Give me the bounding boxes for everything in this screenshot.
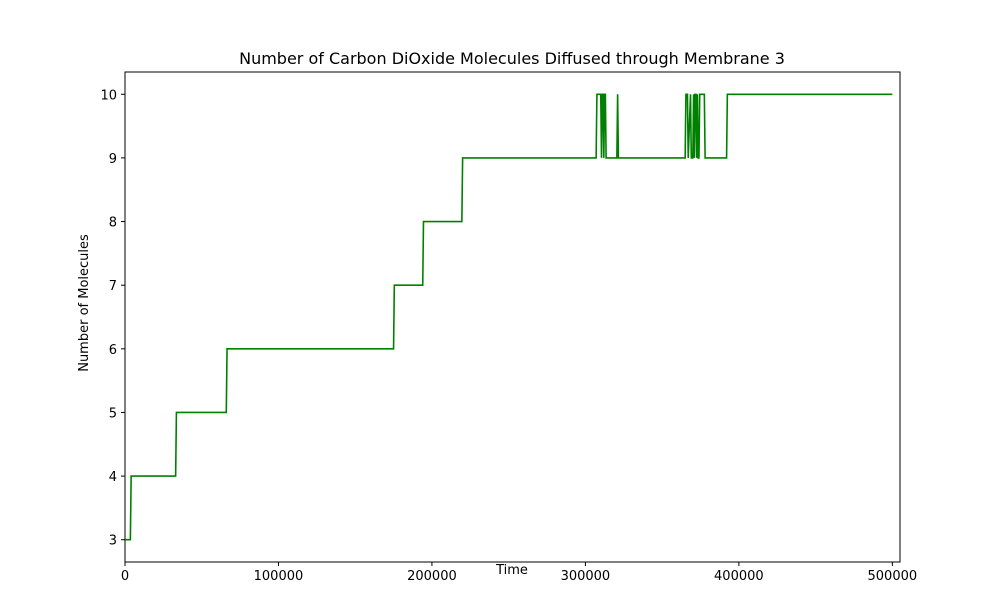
x-tick-label: 0	[121, 569, 129, 584]
series-line-0	[125, 93, 893, 541]
y-tick-label: 4	[109, 470, 117, 485]
chart-title: Number of Carbon DiOxide Molecules Diffu…	[239, 49, 785, 68]
x-tick-label: 500000	[868, 569, 918, 584]
x-tick-label: 300000	[561, 569, 611, 584]
y-tick-label: 3	[109, 534, 117, 549]
y-tick-label: 5	[109, 406, 117, 421]
x-axis: 0 100000 200000 300000 400000 500000	[121, 562, 917, 584]
x-tick-label: 100000	[254, 569, 304, 584]
plot-area	[124, 71, 901, 563]
y-axis-label: Number of Molecules	[77, 234, 92, 372]
x-axis-label: Time	[495, 563, 528, 578]
plot-frame	[124, 71, 901, 563]
y-tick-label: 10	[100, 88, 117, 103]
y-axis: 3 4 5 6 7 8 9 10	[100, 88, 125, 549]
y-tick-label: 9	[109, 152, 117, 167]
y-tick-label: 7	[109, 279, 117, 294]
y-tick-label: 6	[109, 343, 117, 358]
x-tick-label: 200000	[407, 569, 457, 584]
y-tick-label: 8	[109, 216, 117, 231]
x-tick-label: 400000	[714, 569, 764, 584]
